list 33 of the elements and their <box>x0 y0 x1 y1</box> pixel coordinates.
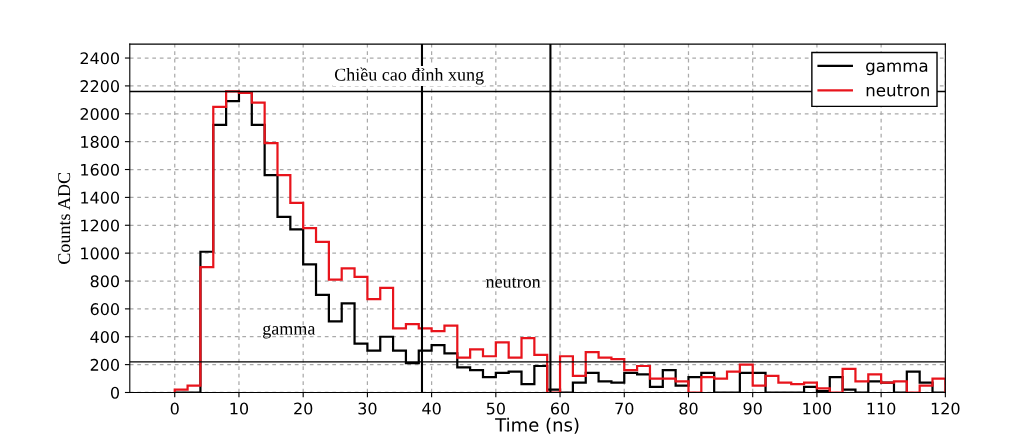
x-tick-label: 80 <box>679 402 698 415</box>
annotation: gamma <box>263 325 316 339</box>
y-tick-label: 600 <box>90 303 120 316</box>
x-tick-label: 40 <box>422 402 441 415</box>
x-tick-label: 100 <box>803 402 832 415</box>
y-tick-label: 1400 <box>81 191 120 204</box>
x-tick-label: 0 <box>170 402 179 415</box>
legend-label: neutron <box>866 84 929 97</box>
x-tick-label: 70 <box>615 402 634 415</box>
x-tick-label: 20 <box>294 402 313 415</box>
y-tick-label: 2000 <box>80 107 120 121</box>
y-tick-label: 200 <box>90 358 120 371</box>
x-tick-label: 50 <box>486 402 505 415</box>
ref-line-label: Chiều cao đỉnh xung <box>334 67 484 85</box>
y-tick-label: 1600 <box>81 163 120 176</box>
y-tick-label: 2400 <box>80 52 120 65</box>
x-tick-label: 10 <box>230 402 249 415</box>
annotation: neutron <box>485 277 541 288</box>
x-tick-label: 90 <box>743 402 762 415</box>
y-axis-title: Counts ADC <box>58 172 71 264</box>
x-tick-label: 110 <box>867 402 896 415</box>
x-axis-title: Time (ns) <box>495 417 579 434</box>
y-tick-label: 0 <box>110 386 120 399</box>
y-tick-label: 1000 <box>81 247 120 260</box>
x-tick-label: 30 <box>358 402 377 415</box>
y-tick-label: 1800 <box>81 135 120 148</box>
y-tick-label: 1200 <box>81 219 120 232</box>
legend-label: gamma <box>866 62 928 76</box>
x-tick-label: 120 <box>931 402 960 415</box>
y-tick-label: 800 <box>90 275 120 288</box>
y-tick-label: 400 <box>90 330 120 344</box>
y-tick-label: 2200 <box>80 80 120 93</box>
x-tick-label: 60 <box>551 402 570 415</box>
